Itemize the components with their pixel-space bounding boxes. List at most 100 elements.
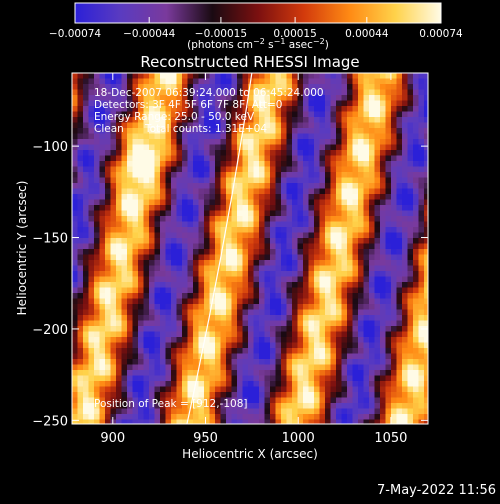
heatmap-cell (396, 133, 403, 140)
heatmap-cell (396, 73, 403, 79)
heatmap-cell (72, 117, 78, 123)
heatmap-cell (193, 78, 199, 85)
heatmap-cell (226, 95, 232, 101)
heatmap-cell (374, 150, 381, 156)
heatmap-cell (264, 408, 271, 415)
heatmap-cell (116, 282, 122, 288)
heatmap-cell (275, 353, 282, 360)
heatmap-cell (116, 359, 122, 365)
heatmap-cell (110, 221, 117, 228)
heatmap-cell (226, 282, 232, 288)
heatmap-cell (187, 78, 194, 85)
heatmap-cell (413, 249, 419, 255)
heatmap-cell (143, 155, 150, 162)
heatmap-cell (418, 359, 425, 365)
heatmap-cell (369, 199, 375, 206)
heatmap-cell (171, 111, 177, 118)
heatmap-cell (336, 375, 342, 382)
heatmap-cell (325, 397, 331, 404)
heatmap-cell (116, 386, 122, 393)
heatmap-cell (77, 320, 84, 327)
heatmap-cell (336, 392, 342, 398)
heatmap-cell (88, 73, 95, 79)
heatmap-cell (347, 397, 353, 404)
heatmap-cell (275, 304, 282, 310)
heatmap-cell (424, 172, 428, 178)
heatmap-cell (138, 122, 144, 129)
heatmap-cell (270, 177, 276, 184)
heatmap-cell (165, 106, 172, 112)
heatmap-cell (231, 304, 238, 310)
heatmap-cell (99, 128, 106, 134)
heatmap-cell (363, 408, 370, 415)
heatmap-cell (347, 414, 353, 420)
heatmap-cell (297, 150, 304, 156)
heatmap-cell (259, 287, 265, 294)
heatmap-cell (264, 419, 271, 424)
heatmap-cell (391, 177, 397, 184)
heatmap-cell (248, 337, 254, 343)
heatmap-cell (204, 381, 210, 387)
heatmap-cell (352, 271, 359, 277)
heatmap-cell (116, 155, 122, 162)
heatmap-cell (319, 408, 326, 415)
heatmap-cell (402, 353, 408, 360)
heatmap-cell (286, 205, 293, 211)
heatmap-cell (270, 397, 276, 404)
heatmap-cell (253, 128, 260, 134)
heatmap-cell (286, 403, 293, 409)
heatmap-cell (193, 205, 199, 211)
heatmap-cell (176, 364, 183, 371)
heatmap-cell (380, 397, 386, 404)
colorbar-tick-label: −0.00044 (123, 28, 176, 40)
heatmap-cell (336, 139, 342, 145)
heatmap-cell (116, 370, 122, 376)
heatmap-cell (171, 287, 177, 294)
heatmap-cell (374, 78, 381, 85)
heatmap-cell (380, 392, 386, 398)
heatmap-cell (391, 331, 397, 338)
heatmap-cell (242, 78, 249, 85)
heatmap-cell (303, 188, 309, 195)
heatmap-cell (198, 133, 205, 140)
heatmap-cell (138, 254, 144, 261)
heatmap-cell (248, 139, 254, 145)
heatmap-cell (220, 260, 227, 266)
heatmap-cell (352, 287, 359, 294)
heatmap-cell (281, 326, 287, 332)
heatmap-cell (187, 155, 194, 162)
heatmap-cell (226, 78, 232, 85)
heatmap-cell (176, 403, 183, 409)
heatmap-cell (209, 287, 216, 294)
heatmap-cell (138, 139, 144, 145)
heatmap-cell (94, 271, 100, 277)
heatmap-cell (396, 397, 403, 404)
heatmap-cell (363, 144, 370, 151)
heatmap-cell (418, 254, 425, 261)
heatmap-cell (77, 419, 84, 424)
heatmap-cell (127, 84, 133, 90)
heatmap-cell (407, 243, 414, 250)
heatmap-cell (330, 133, 337, 140)
heatmap-cell (116, 194, 122, 200)
heatmap-cell (424, 194, 428, 200)
heatmap-cell (215, 342, 221, 349)
heatmap-cell (182, 265, 188, 272)
heatmap-cell (132, 106, 139, 112)
heatmap-cell (347, 111, 353, 118)
heatmap-cell (171, 243, 177, 250)
heatmap-cell (99, 133, 106, 140)
heatmap-cell (237, 326, 243, 332)
heatmap-cell (160, 282, 166, 288)
heatmap-cell (171, 348, 177, 354)
heatmap-cell (127, 249, 133, 255)
heatmap-cell (330, 150, 337, 156)
heatmap-cell (297, 408, 304, 415)
heatmap-cell (226, 414, 232, 420)
heatmap-cell (72, 370, 78, 376)
heatmap-cell (160, 375, 166, 382)
heatmap-cell (99, 326, 106, 332)
heatmap-cell (237, 265, 243, 272)
heatmap-cell (160, 144, 166, 151)
heatmap-cell (116, 177, 122, 184)
